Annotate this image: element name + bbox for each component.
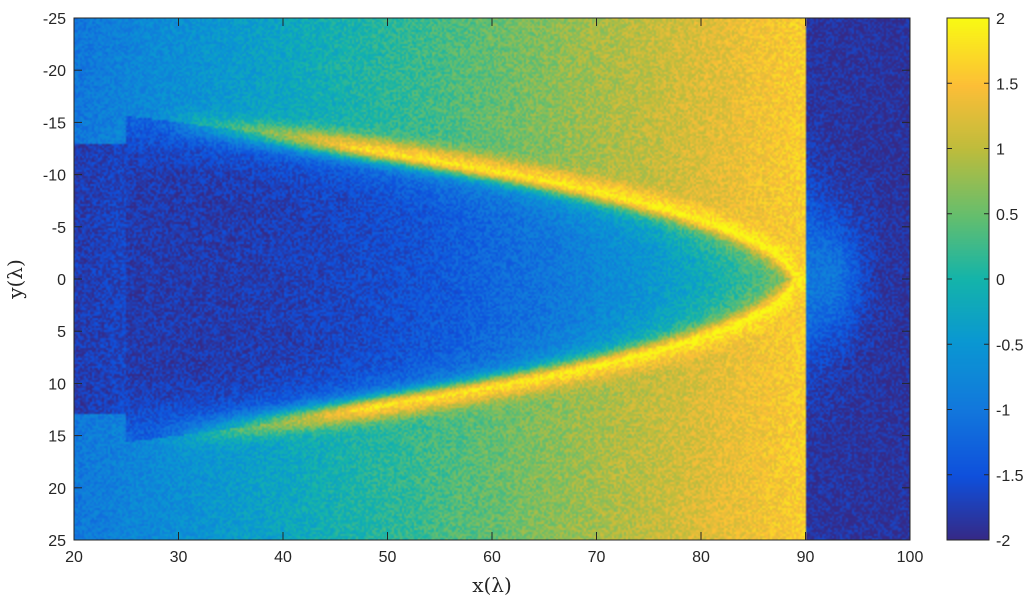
y-axis-ticks: -25 -20 -15 -10 -5 0 5 10 15 20 25 <box>43 11 910 550</box>
x-tick-label: 90 <box>797 549 815 566</box>
colorbar-tick-label: -0.5 <box>996 337 1024 354</box>
x-tick-label: 60 <box>483 549 501 566</box>
x-tick-label: 50 <box>379 549 397 566</box>
colorbar-tick-label: -1 <box>996 403 1010 420</box>
x-axis-label: x(λ) <box>472 573 512 597</box>
x-tick-label: 80 <box>692 549 710 566</box>
colorbar-tick-label: 2 <box>996 11 1005 28</box>
y-tick-label: 5 <box>57 324 66 341</box>
x-tick-label: 20 <box>65 549 83 566</box>
colorbar-ticks: 2 1.5 1 0.5 0 -0.5 -1 -1.5 -2 <box>947 11 1024 550</box>
y-tick-label: 25 <box>48 533 66 550</box>
colorbar-tick-label: -2 <box>996 533 1010 550</box>
colorbar-gradient <box>947 18 989 540</box>
y-tick-label: -10 <box>43 168 66 185</box>
y-tick-label: 15 <box>48 429 66 446</box>
y-tick-label: 0 <box>57 272 66 289</box>
x-tick-label: 70 <box>588 549 606 566</box>
x-tick-label: 40 <box>274 549 292 566</box>
colorbar-tick-label: 1 <box>996 142 1005 159</box>
colorbar-tick-label: 0.5 <box>996 207 1018 224</box>
y-tick-label: -20 <box>43 63 66 80</box>
y-tick-label: -15 <box>43 115 66 132</box>
y-axis-label: y(λ) <box>3 259 27 300</box>
x-tick-label: 100 <box>897 549 924 566</box>
y-tick-label: -5 <box>52 220 66 237</box>
colorbar-tick-label: 1.5 <box>996 76 1018 93</box>
colorbar-tick-label: -1.5 <box>996 468 1024 485</box>
y-tick-label: 10 <box>48 376 66 393</box>
x-tick-label: 30 <box>170 549 188 566</box>
y-tick-label: -25 <box>43 11 66 28</box>
x-axis-ticks: 20 30 40 50 60 70 80 90 100 <box>65 18 923 566</box>
colorbar-tick-label: 0 <box>996 272 1005 289</box>
y-tick-label: 20 <box>48 481 66 498</box>
heatmap-field <box>74 18 910 540</box>
